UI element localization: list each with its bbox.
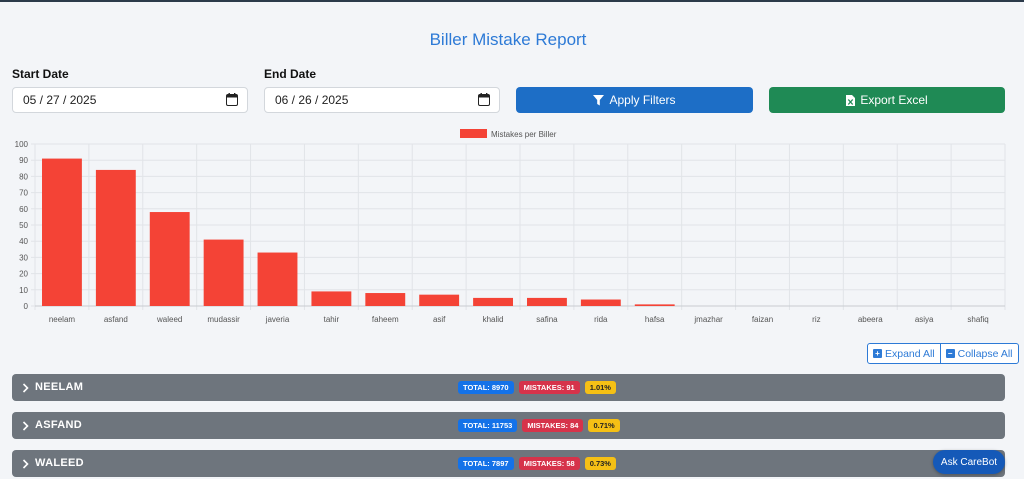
bar (149, 212, 190, 306)
x-tick-label: mudassir (207, 315, 240, 324)
percent-badge: 0.73% (584, 457, 616, 470)
bar (419, 294, 460, 306)
bar (365, 293, 406, 306)
mistakes-badge: MISTAKES: 58 (518, 457, 580, 470)
excel-file-icon (846, 94, 856, 106)
biller-accordion-neelam[interactable]: NEELAM TOTAL: 8970 MISTAKES: 91 1.01% (12, 374, 1005, 401)
y-tick-label: 90 (19, 156, 28, 165)
y-tick-label: 70 (19, 189, 28, 198)
mistakes-badge: MISTAKES: 91 (518, 381, 580, 394)
minus-square-icon: − (945, 349, 955, 358)
percent-badge: 1.01% (584, 381, 616, 394)
x-tick-label: faizan (752, 315, 773, 324)
start-date-input[interactable]: 05 / 27 / 2025 (12, 87, 248, 113)
x-tick-label: shafiq (967, 315, 988, 324)
y-tick-label: 0 (24, 302, 29, 311)
plus-square-icon: + (873, 349, 882, 358)
start-date-label: Start Date (12, 67, 69, 81)
bar (95, 169, 136, 306)
x-tick-label: waleed (156, 315, 182, 324)
export-excel-button[interactable]: Export Excel (769, 87, 1005, 113)
expand-all-label: Expand All (885, 347, 935, 360)
legend-label: Mistakes per Biller (491, 130, 557, 139)
x-tick-label: neelam (49, 315, 76, 324)
export-excel-label: Export Excel (860, 93, 928, 107)
top-bar (0, 0, 1024, 2)
apply-filters-button[interactable]: Apply Filters (516, 87, 753, 113)
filter-icon (593, 94, 605, 105)
x-tick-label: hafsa (645, 315, 665, 324)
end-date-input[interactable]: 06 / 26 / 2025 (264, 87, 500, 113)
x-tick-label: jmazhar (693, 315, 723, 324)
y-tick-label: 80 (19, 172, 28, 181)
biller-name: WALEED (35, 457, 84, 469)
y-tick-label: 60 (19, 205, 28, 214)
bar (473, 297, 513, 306)
mistakes-bar-chart: 0 10 20 30 40 50 60 70 80 90 100 neelam asfand waleed… (15, 129, 1006, 324)
biller-name: NEELAM (35, 381, 84, 393)
end-date-value: 06 / 26 / 2025 (275, 93, 349, 107)
calendar-icon[interactable] (478, 93, 490, 106)
bar (42, 158, 82, 306)
y-tick-label: 10 (19, 286, 28, 295)
bar (527, 297, 567, 306)
x-tick-label: faheem (372, 315, 399, 324)
x-tick-label: javeria (265, 315, 290, 324)
x-tick-label: khalid (483, 315, 504, 324)
start-date-value: 05 / 27 / 2025 (23, 93, 97, 107)
end-date-label: End Date (264, 67, 317, 81)
bar (203, 239, 244, 306)
biller-accordion-asfand[interactable]: ASFAND TOTAL: 11753 MISTAKES: 84 0.71% (12, 412, 1005, 439)
total-badge: TOTAL: 8970 (458, 381, 514, 394)
page-title: Biller Mistake Report (429, 30, 587, 49)
bar (257, 252, 298, 306)
chevron-right-icon (22, 420, 29, 431)
y-tick-label: 100 (15, 140, 29, 149)
collapse-all-label: Collapse All (957, 347, 1013, 360)
total-badge: TOTAL: 11753 (458, 419, 518, 432)
x-tick-label: rida (594, 315, 608, 324)
ask-carebot-button[interactable]: Ask CareBot (933, 450, 1005, 474)
chevron-right-icon (22, 458, 29, 469)
x-tick-label: asif (433, 315, 446, 324)
biller-name: ASFAND (35, 419, 83, 431)
legend-swatch (460, 129, 487, 138)
mistakes-badge: MISTAKES: 84 (522, 419, 584, 432)
y-tick-label: 20 (19, 270, 28, 279)
y-tick-label: 30 (19, 253, 28, 262)
x-tick-label: asfand (104, 315, 128, 324)
biller-accordion-waleed[interactable]: WALEED TOTAL: 7897 MISTAKES: 58 0.73% (12, 450, 1005, 477)
x-tick-label: safina (536, 315, 558, 324)
percent-badge: 0.71% (588, 419, 620, 432)
apply-filters-label: Apply Filters (609, 93, 676, 107)
expand-collapse-group: + Expand All − Collapse All (867, 343, 1019, 364)
bar (634, 304, 675, 306)
x-tick-label: tahir (324, 315, 340, 324)
x-tick-label: riz (812, 315, 820, 324)
bar (311, 291, 352, 306)
y-tick-label: 40 (19, 237, 28, 246)
calendar-icon[interactable] (226, 93, 238, 106)
chevron-right-icon (22, 382, 29, 393)
expand-all-button[interactable]: + Expand All (868, 344, 940, 363)
bar (580, 299, 621, 306)
x-tick-label: abeera (858, 315, 883, 324)
collapse-all-button[interactable]: − Collapse All (939, 344, 1018, 363)
total-badge: TOTAL: 7897 (458, 457, 514, 470)
y-tick-label: 50 (19, 221, 28, 230)
x-tick-label: asiya (915, 315, 934, 324)
